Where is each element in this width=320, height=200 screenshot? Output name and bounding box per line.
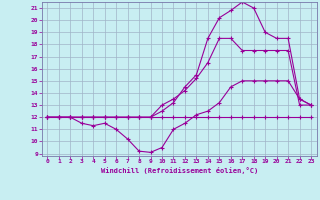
X-axis label: Windchill (Refroidissement éolien,°C): Windchill (Refroidissement éolien,°C) (100, 167, 258, 174)
